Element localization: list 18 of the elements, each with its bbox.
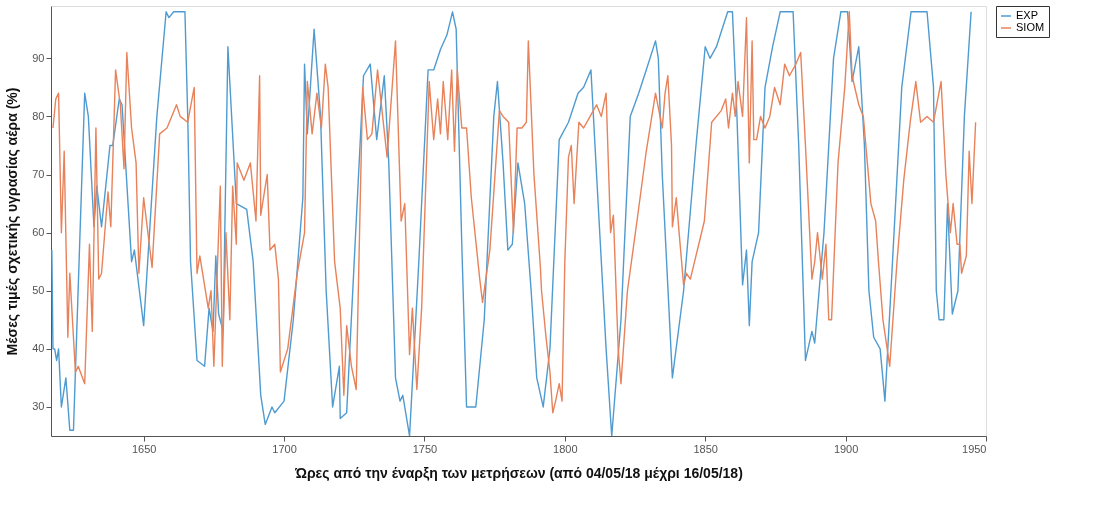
- x-tick-label: 1900: [833, 442, 859, 455]
- y-axis-title: Μέσες τιμές σχετικής υγρασίας αέρα (%): [4, 87, 21, 356]
- y-tick-label: 70: [32, 168, 45, 181]
- x-tick-label: 1800: [553, 442, 578, 455]
- y-tick-label: 80: [32, 109, 45, 122]
- x-axis-title: Ώρες από την έναρξη των μετρήσεων (από 04/05/18 μέχρι 16/05/18): [294, 464, 743, 481]
- x-tick-label: 1850: [693, 442, 718, 455]
- y-tick-label: 90: [32, 51, 45, 64]
- y-tick-label: 30: [32, 400, 45, 413]
- x-tick-label: 1700: [272, 442, 297, 455]
- legend-label: SIOM: [1016, 21, 1045, 33]
- legend-label: EXP: [1016, 9, 1039, 21]
- x-tick-label: 1650: [131, 442, 157, 455]
- y-tick-label: 60: [32, 226, 45, 239]
- y-tick-label: 50: [32, 284, 45, 297]
- y-tick-label: 40: [32, 342, 45, 355]
- x-tick-label: 1950: [962, 442, 987, 455]
- x-tick-label: 1750: [412, 442, 438, 455]
